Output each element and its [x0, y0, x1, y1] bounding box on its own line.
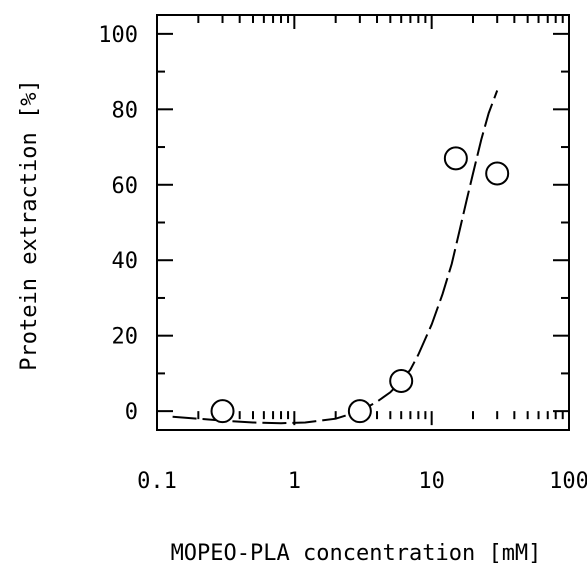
y-tick-label: 20 [112, 325, 139, 350]
y-axis-label: Protein extraction [%] [17, 79, 42, 370]
x-axis-label: MOPEO-PLA concentration [mM] [171, 541, 542, 566]
y-tick-label: 40 [112, 249, 139, 274]
data-point [443, 146, 468, 171]
fit-curve [172, 90, 499, 425]
y-tick-label: 60 [112, 174, 139, 199]
x-tick-label: 1 [288, 469, 301, 494]
data-point [389, 368, 414, 393]
data-point [210, 399, 235, 424]
x-tick-label: 10 [418, 469, 445, 494]
data-point [347, 399, 372, 424]
y-tick-label: 0 [125, 400, 138, 425]
plot-frame [156, 14, 570, 431]
x-tick-label: 0.1 [137, 469, 177, 494]
y-tick-label: 100 [98, 23, 138, 48]
y-tick-labels: 0 20 40 60 80 100 [98, 23, 138, 425]
x-tick-label: 100 [549, 469, 587, 494]
data-point [485, 161, 510, 186]
data-points [210, 146, 510, 424]
x-tick-labels: 0.1 1 10 100 [137, 469, 587, 494]
axis-ticks [156, 15, 570, 426]
y-tick-label: 80 [112, 98, 139, 123]
